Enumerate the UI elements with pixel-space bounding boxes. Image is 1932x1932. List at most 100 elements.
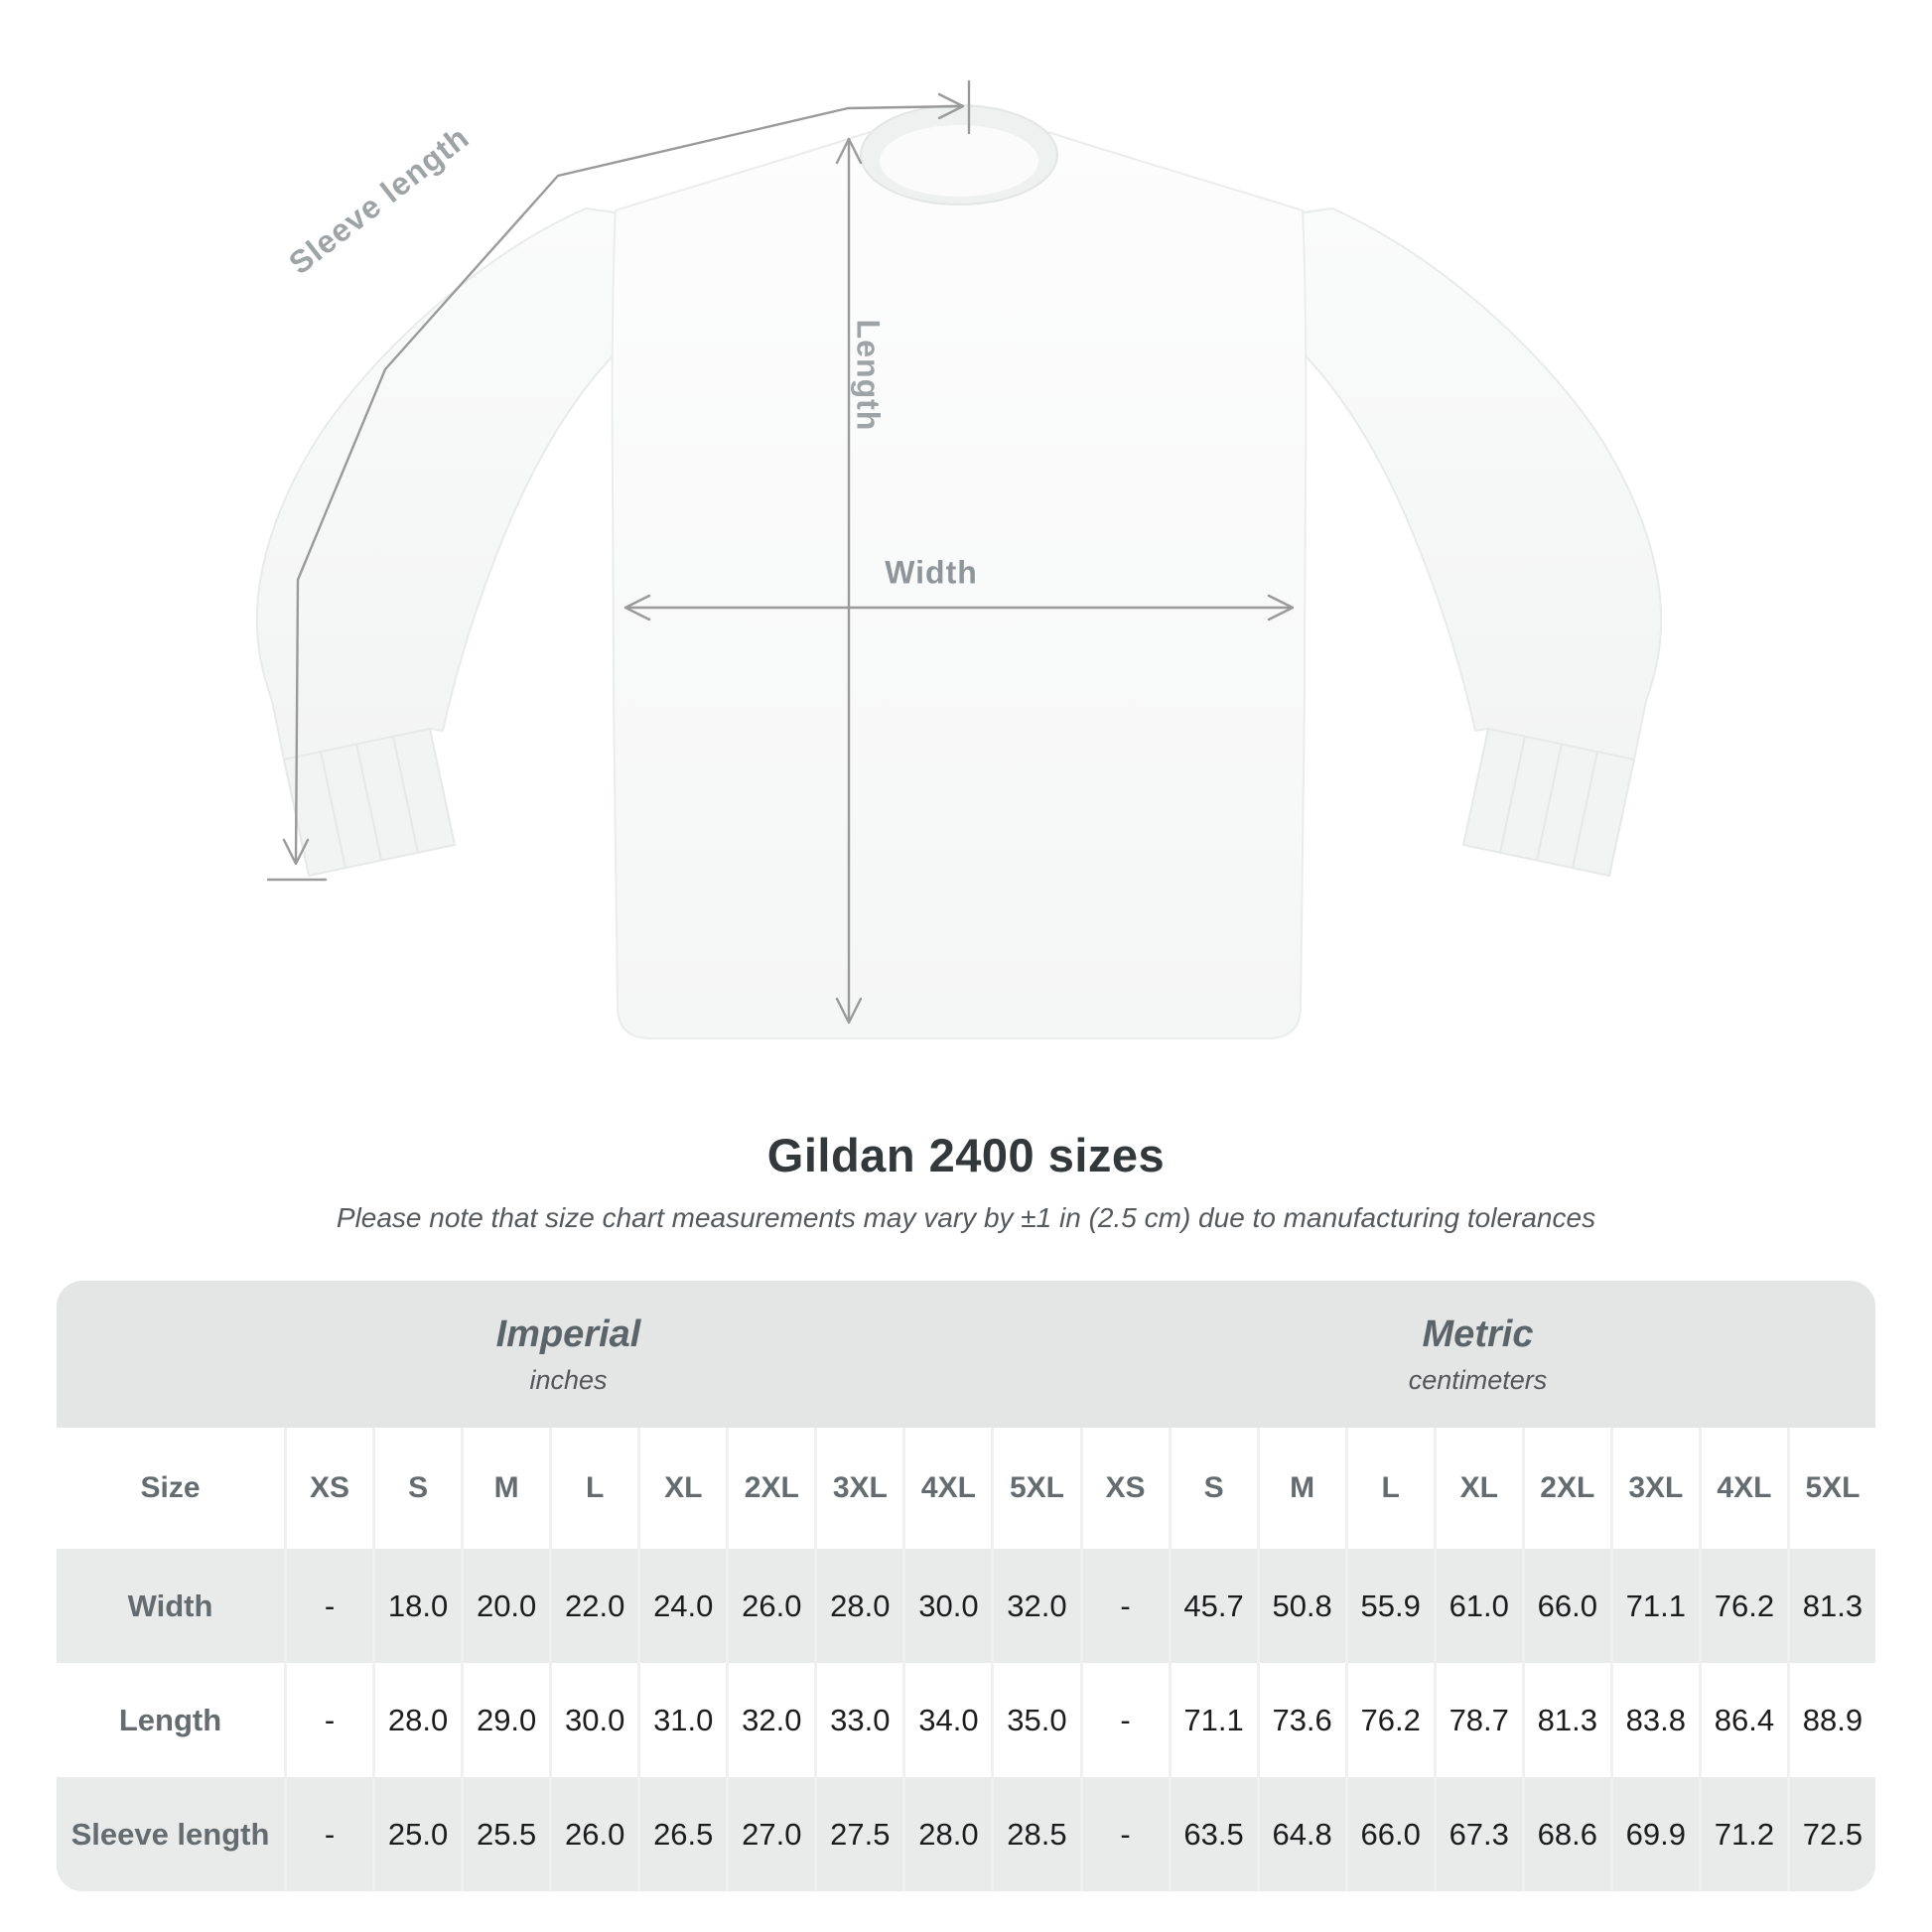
- value-cell-width-metric-xl: 61.0: [1433, 1549, 1522, 1663]
- size-header-cell-metric-5xl: 5XL: [1786, 1428, 1875, 1549]
- value-cell-sleeve-length-metric-xs: -: [1079, 1777, 1169, 1891]
- value-cell-sleeve-length-imperial-4xl: 28.0: [902, 1777, 991, 1891]
- size-header-cell-metric-4xl: 4XL: [1698, 1428, 1787, 1549]
- width-arrowhead-left: [623, 594, 651, 621]
- size-table-rows: Size XS S M L XL 2XL 3XL 4XL 5XL XS S M L XL 2XL 3XL 4XL 5…: [57, 1428, 1875, 1891]
- value-cell-sleeve-length-imperial-5xl: 28.5: [991, 1777, 1079, 1891]
- size-table: Imperial inches Metric centimeters Size X…: [57, 1281, 1875, 1891]
- value-cell-length-metric-3xl: 83.8: [1609, 1663, 1699, 1777]
- sleeve-length-arrowhead-down: [282, 838, 310, 866]
- value-cell-sleeve-length-imperial-3xl: 27.5: [814, 1777, 902, 1891]
- value-cell-sleeve-length-metric-m: 64.8: [1256, 1777, 1345, 1891]
- value-cell-length-imperial-2xl: 32.0: [726, 1663, 814, 1777]
- value-cell-length-metric-4xl: 86.4: [1698, 1663, 1787, 1777]
- shirt-body-shape: [611, 131, 1308, 1039]
- value-cell-sleeve-length-metric-2xl: 68.6: [1521, 1777, 1610, 1891]
- value-cell-sleeve-length-metric-4xl: 71.2: [1698, 1777, 1787, 1891]
- value-cell-width-metric-xs: -: [1079, 1549, 1169, 1663]
- imperial-sublabel: inches: [529, 1364, 608, 1395]
- value-cell-length-imperial-s: 28.0: [372, 1663, 461, 1777]
- size-header-cell-imperial-xs: XS: [284, 1428, 372, 1549]
- length-arrowhead-up: [835, 137, 863, 165]
- value-cell-length-imperial-4xl: 34.0: [902, 1663, 991, 1777]
- size-header-cell-imperial-5xl: 5XL: [991, 1428, 1079, 1549]
- size-header-cell-imperial-l: L: [549, 1428, 637, 1549]
- size-header-cell-imperial-m: M: [461, 1428, 549, 1549]
- metric-sublabel: centimeters: [1408, 1364, 1548, 1395]
- value-cell-width-imperial-3xl: 28.0: [814, 1549, 902, 1663]
- length-arrowhead-down: [835, 997, 863, 1025]
- measurement-row-width: Width -18.0 20.0 22.0 24.0 26.0 28.0 30.0 32.0-4…: [57, 1549, 1875, 1663]
- value-cell-width-imperial-l: 22.0: [549, 1549, 637, 1663]
- size-header-cell-metric-3xl: 3XL: [1609, 1428, 1699, 1549]
- value-cell-length-metric-xs: -: [1079, 1663, 1169, 1777]
- value-cell-width-metric-5xl: 81.3: [1786, 1549, 1875, 1663]
- left-sleeve-shape: [255, 207, 644, 877]
- value-cell-sleeve-length-imperial-xl: 26.5: [637, 1777, 726, 1891]
- value-cell-width-metric-3xl: 71.1: [1609, 1549, 1699, 1663]
- value-cell-length-metric-2xl: 81.3: [1521, 1663, 1610, 1777]
- size-header-cell-metric-2xl: 2XL: [1521, 1428, 1610, 1549]
- width-diagram-label: Width: [885, 554, 978, 591]
- value-cell-width-imperial-2xl: 26.0: [726, 1549, 814, 1663]
- size-header-cell-metric-l: L: [1344, 1428, 1434, 1549]
- value-cell-length-metric-m: 73.6: [1256, 1663, 1345, 1777]
- value-cell-sleeve-length-metric-5xl: 72.5: [1786, 1777, 1875, 1891]
- value-cell-sleeve-length-imperial-2xl: 27.0: [726, 1777, 814, 1891]
- size-header-cell-metric-xl: XL: [1433, 1428, 1522, 1549]
- value-cell-sleeve-length-imperial-s: 25.0: [372, 1777, 461, 1891]
- value-cell-width-imperial-xs: -: [284, 1549, 372, 1663]
- value-cell-length-imperial-xs: -: [284, 1663, 372, 1777]
- row-label-width: Width: [127, 1587, 213, 1623]
- collar-shape: [860, 104, 1058, 206]
- measurement-row-sleeve-length: Sleeve length -25.0 25.5 26.0 26.5 27.0 27.5 28…: [57, 1777, 1875, 1891]
- unit-header-band: Imperial inches Metric centimeters: [57, 1281, 1875, 1428]
- size-header-cell-imperial-s: S: [372, 1428, 461, 1549]
- value-cell-sleeve-length-metric-l: 66.0: [1344, 1777, 1434, 1891]
- size-header-cell-metric-m: M: [1256, 1428, 1345, 1549]
- size-header-cell-imperial-2xl: 2XL: [726, 1428, 814, 1549]
- value-cell-width-metric-2xl: 66.0: [1521, 1549, 1610, 1663]
- size-header-cell-metric-s: S: [1168, 1428, 1257, 1549]
- metric-unit-header: Metric centimeters: [1080, 1281, 1875, 1428]
- value-cell-width-metric-4xl: 76.2: [1698, 1549, 1787, 1663]
- value-cell-length-imperial-xl: 31.0: [637, 1663, 726, 1777]
- sleeve-length-measure-line: [294, 104, 963, 862]
- size-header-cell-imperial-3xl: 3XL: [814, 1428, 902, 1549]
- value-cell-sleeve-length-metric-s: 63.5: [1168, 1777, 1257, 1891]
- imperial-label: Imperial: [495, 1312, 641, 1355]
- value-cell-length-metric-5xl: 88.9: [1786, 1663, 1875, 1777]
- page-title: Gildan 2400 sizes: [766, 1129, 1166, 1181]
- shirt-measurement-diagram: Sleeve length Length Width: [255, 79, 1663, 1039]
- imperial-unit-header: Imperial inches: [57, 1281, 1080, 1428]
- value-cell-length-imperial-m: 29.0: [461, 1663, 549, 1777]
- value-cell-length-imperial-5xl: 35.0: [991, 1663, 1079, 1777]
- value-cell-length-imperial-l: 30.0: [549, 1663, 637, 1777]
- value-cell-sleeve-length-imperial-m: 25.5: [461, 1777, 549, 1891]
- value-cell-width-metric-s: 45.7: [1168, 1549, 1257, 1663]
- heading-block: Gildan 2400 sizes Please note that size …: [0, 1128, 1932, 1234]
- value-cell-width-imperial-xl: 24.0: [637, 1549, 726, 1663]
- value-cell-width-imperial-5xl: 32.0: [991, 1549, 1079, 1663]
- value-cell-width-imperial-4xl: 30.0: [902, 1549, 991, 1663]
- value-cell-sleeve-length-metric-xl: 67.3: [1433, 1777, 1522, 1891]
- value-cell-sleeve-length-imperial-xs: -: [284, 1777, 372, 1891]
- width-arrowhead-right: [1267, 594, 1295, 621]
- value-cell-sleeve-length-metric-3xl: 69.9: [1609, 1777, 1699, 1891]
- value-cell-length-metric-l: 76.2: [1344, 1663, 1434, 1777]
- metric-label: Metric: [1422, 1312, 1534, 1355]
- right-sleeve-shape: [1274, 207, 1663, 877]
- size-header-row: Size XS S M L XL 2XL 3XL 4XL 5XL XS S M L XL 2XL 3XL 4XL 5…: [57, 1428, 1875, 1549]
- size-header-cell-metric-xs: XS: [1079, 1428, 1169, 1549]
- page-subtitle: Please note that size chart measurements…: [336, 1202, 1596, 1233]
- length-diagram-label: Length: [850, 319, 887, 432]
- value-cell-width-metric-l: 55.9: [1344, 1549, 1434, 1663]
- size-header-cell-imperial-xl: XL: [637, 1428, 726, 1549]
- row-label-sleeve-length: Sleeve length: [70, 1816, 270, 1852]
- shirt-illustration: [255, 79, 1663, 1039]
- value-cell-width-imperial-s: 18.0: [372, 1549, 461, 1663]
- value-cell-length-metric-s: 71.1: [1168, 1663, 1257, 1777]
- value-cell-width-imperial-m: 20.0: [461, 1549, 549, 1663]
- measurement-row-length: Length -28.0 29.0 30.0 31.0 32.0 33.0 34.0 35.0-…: [57, 1663, 1875, 1777]
